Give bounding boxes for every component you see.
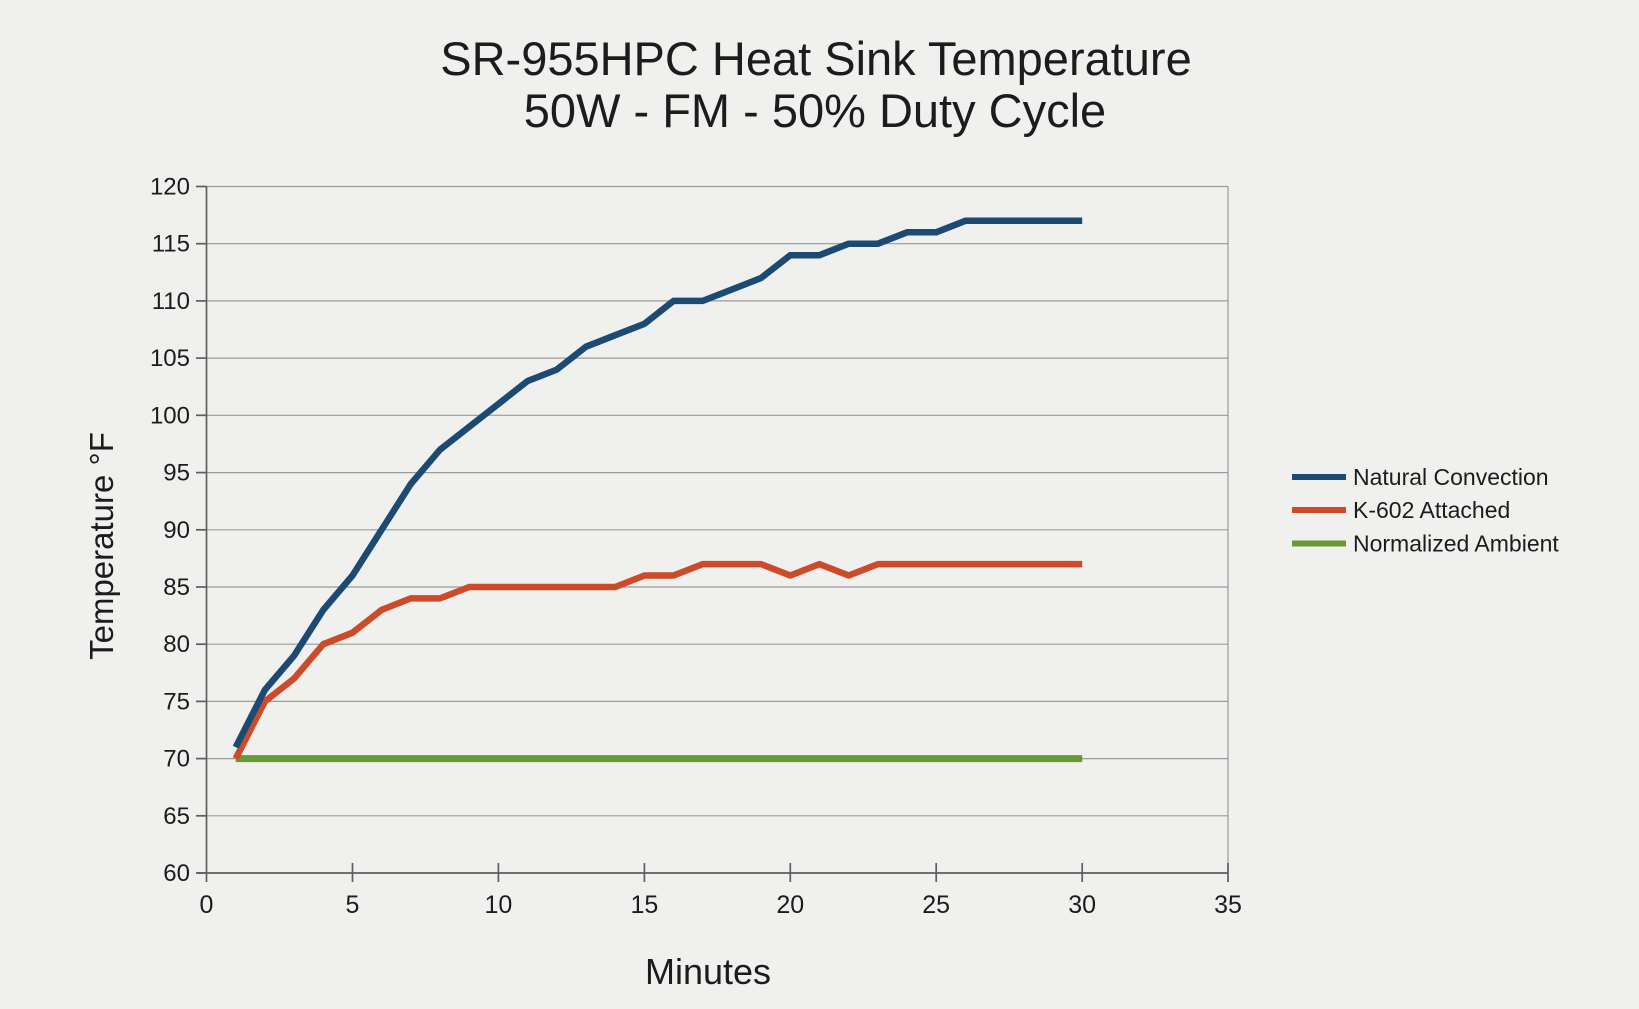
svg-text:85: 85 bbox=[163, 574, 190, 601]
svg-text:80: 80 bbox=[163, 631, 190, 658]
svg-text:25: 25 bbox=[922, 891, 950, 919]
svg-text:K-602 Attached: K-602 Attached bbox=[1353, 497, 1510, 523]
svg-text:15: 15 bbox=[630, 891, 658, 919]
svg-text:10: 10 bbox=[484, 891, 512, 919]
svg-text:0: 0 bbox=[200, 891, 214, 919]
svg-text:100: 100 bbox=[150, 402, 190, 429]
svg-text:30: 30 bbox=[1068, 891, 1096, 919]
svg-text:Minutes: Minutes bbox=[645, 951, 771, 992]
svg-text:Normalized Ambient: Normalized Ambient bbox=[1353, 531, 1559, 557]
svg-text:Temperature °F: Temperature °F bbox=[83, 432, 120, 660]
svg-text:SR-955HPC Heat Sink Temperatur: SR-955HPC Heat Sink Temperature bbox=[440, 32, 1191, 85]
svg-text:115: 115 bbox=[152, 231, 190, 258]
svg-text:20: 20 bbox=[776, 891, 804, 919]
svg-text:90: 90 bbox=[163, 517, 190, 544]
svg-text:105: 105 bbox=[150, 345, 190, 372]
svg-text:120: 120 bbox=[150, 174, 190, 201]
svg-text:70: 70 bbox=[163, 746, 190, 773]
svg-text:110: 110 bbox=[152, 288, 190, 315]
svg-text:5: 5 bbox=[346, 891, 360, 919]
svg-text:50W - FM - 50% Duty Cycle: 50W - FM - 50% Duty Cycle bbox=[524, 84, 1106, 137]
svg-text:75: 75 bbox=[163, 688, 190, 715]
svg-text:65: 65 bbox=[163, 803, 190, 830]
svg-text:60: 60 bbox=[163, 860, 190, 887]
svg-text:Natural Convection: Natural Convection bbox=[1353, 464, 1549, 490]
svg-text:95: 95 bbox=[163, 460, 190, 487]
svg-text:35: 35 bbox=[1214, 891, 1242, 919]
